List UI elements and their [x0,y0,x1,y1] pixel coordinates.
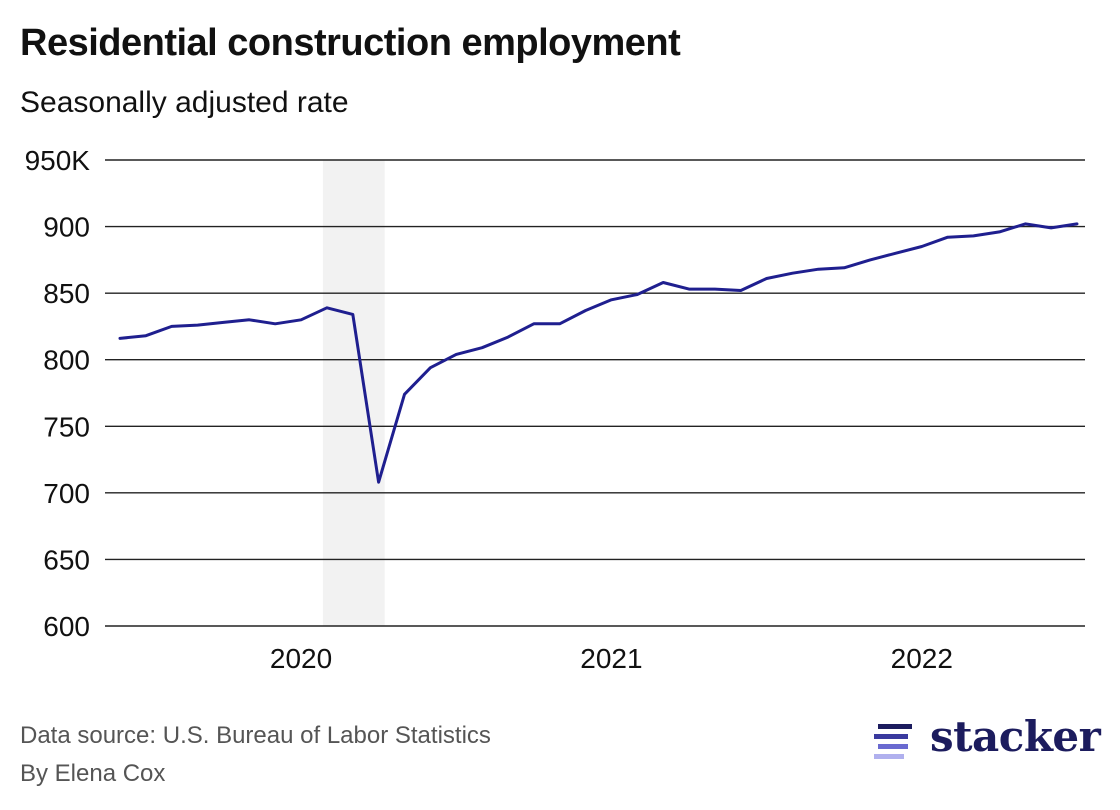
byline: By Elena Cox [20,760,166,787]
x-tick-label: 2021 [580,643,642,674]
y-tick-label: 750 [43,411,90,442]
y-tick-label: 600 [43,611,90,642]
line-chart: 600 650 700 750 800 850 900 950K 2020 2021 2022 [25,145,1085,674]
chart-subtitle: Seasonally adjusted rate [20,86,349,119]
chart-title: Residential construction employment [20,22,681,64]
x-tick-label: 2020 [270,643,332,674]
stacker-stripes-icon [874,724,912,759]
series-line [118,222,1079,484]
y-tick-label: 850 [43,278,90,309]
stacker-logo: stacker [874,712,1104,772]
y-tick-label: 800 [43,345,90,376]
data-source: Data source: U.S. Bureau of Labor Statis… [20,722,491,749]
y-tick-label: 700 [43,478,90,509]
y-tick-label: 650 [43,544,90,575]
y-tick-label: 950K [25,145,91,176]
y-tick-label: 900 [43,212,90,243]
logo-text: stacker [930,712,1101,761]
x-tick-label: 2022 [891,643,953,674]
shaded-band [322,160,385,626]
